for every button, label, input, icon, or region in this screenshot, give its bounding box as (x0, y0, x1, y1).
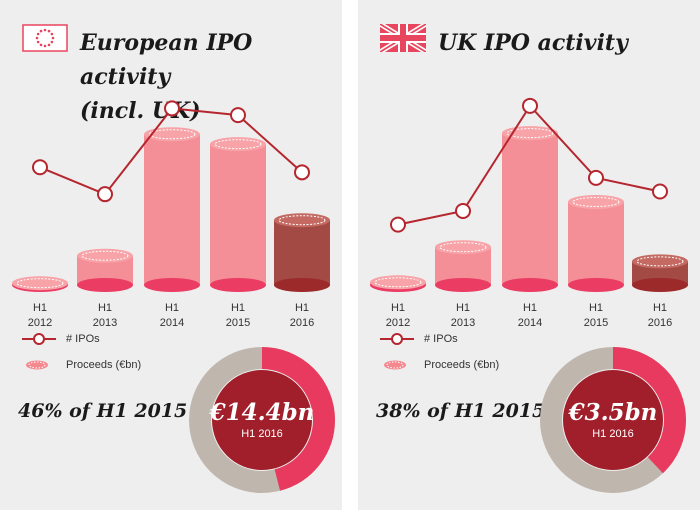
proceeds-bar (274, 213, 330, 292)
europe-donut-ring (189, 347, 335, 493)
x-tick-label: H1 2012 (386, 302, 410, 329)
legend-ipos-label: # IPOs (424, 333, 458, 345)
ipos-point (164, 100, 180, 117)
x-tick-label: H1 2015 (226, 302, 250, 329)
x-tick-label: H1 2012 (28, 302, 52, 329)
ipos-point (652, 183, 668, 200)
legend-proceeds: Proceeds (€bn) (22, 358, 141, 372)
x-tick-label: H1 2013 (93, 302, 117, 329)
donut-center-disc (212, 370, 312, 470)
proceeds-bar (77, 248, 133, 292)
europe-donut-center: €14.4bn H1 2016 (187, 345, 337, 495)
uk-title-line-1: UK IPO activity (438, 30, 628, 56)
uk-panel: UK IPO activity H1 2012 H1 2013 H1 2014 H1 2015… (358, 0, 700, 510)
uk-title: UK IPO activity (438, 26, 628, 60)
uk-donut-value: €3.5bn (568, 399, 658, 426)
eu-flag-icon (22, 24, 68, 52)
europe-donut-sub: H1 2016 (241, 428, 283, 440)
uk-donut-ring (540, 347, 686, 493)
x-tick-label: H1 2014 (160, 302, 184, 329)
uk-donut-sub: H1 2016 (592, 428, 634, 440)
legend-coin-icon (26, 360, 48, 370)
legend-coin-icon (384, 360, 406, 370)
europe-title: European IPO activity (incl. UK) (80, 26, 342, 128)
ipos-point (522, 97, 538, 114)
uk-share-label: 38% of H1 2015 (376, 400, 546, 422)
ipos-point (97, 186, 113, 203)
europe-ipo-chart: H1 2012 H1 2013 H1 2014 H1 2015 H1 2016 (12, 100, 330, 329)
proceeds-bar (632, 254, 688, 292)
uk-ipo-chart: H1 2012 H1 2013 H1 2014 H1 2015 H1 2016 (370, 97, 688, 329)
x-tick-label: H1 2016 (290, 302, 314, 329)
legend-proceeds-label: Proceeds (€bn) (424, 359, 500, 371)
legend-line-marker-icon (22, 333, 56, 345)
ipos-point (230, 107, 246, 124)
uk-donut: €3.5bn H1 2016 (538, 345, 688, 495)
ipos-point (294, 164, 310, 181)
legend-ipos: # IPOs (22, 332, 100, 346)
x-tick-label: H1 2014 (518, 302, 542, 329)
x-tick-label: H1 2015 (584, 302, 608, 329)
ipos-point (588, 169, 604, 186)
proceeds-bar (370, 275, 426, 292)
proceeds-bar (12, 276, 68, 292)
proceeds-bar (144, 127, 200, 292)
europe-title-line-2: (incl. UK) (80, 98, 201, 124)
europe-panel: European IPO activity (incl. UK) H1 2012 H… (0, 0, 342, 510)
uk-donut-center: €3.5bn H1 2016 (538, 345, 688, 495)
ipos-point (390, 216, 406, 233)
legend-proceeds-label: Proceeds (€bn) (66, 359, 142, 371)
donut-center-disc (563, 370, 663, 470)
proceeds-bar (568, 194, 624, 292)
europe-donut-value: €14.4bn (209, 399, 315, 426)
proceeds-bar (502, 126, 558, 292)
legend-ipos-label: # IPOs (66, 333, 100, 345)
donut-share-segment (540, 347, 686, 493)
europe-donut: €14.4bn H1 2016 (187, 345, 337, 495)
x-tick-label: H1 2013 (451, 302, 475, 329)
legend-ipos: # IPOs (380, 332, 458, 346)
ipos-point (455, 203, 471, 219)
x-tick-label: H1 2016 (648, 302, 672, 329)
proceeds-bar (435, 240, 491, 292)
ipos-point (32, 159, 48, 176)
legend-proceeds: Proceeds (€bn) (380, 358, 499, 372)
uk-flag-icon (380, 24, 426, 52)
proceeds-bar (210, 137, 266, 292)
europe-title-line-1: European IPO activity (80, 30, 253, 90)
legend-line-marker-icon (380, 333, 414, 345)
europe-share-label: 46% of H1 2015 (18, 400, 188, 422)
donut-share-segment (189, 347, 335, 493)
